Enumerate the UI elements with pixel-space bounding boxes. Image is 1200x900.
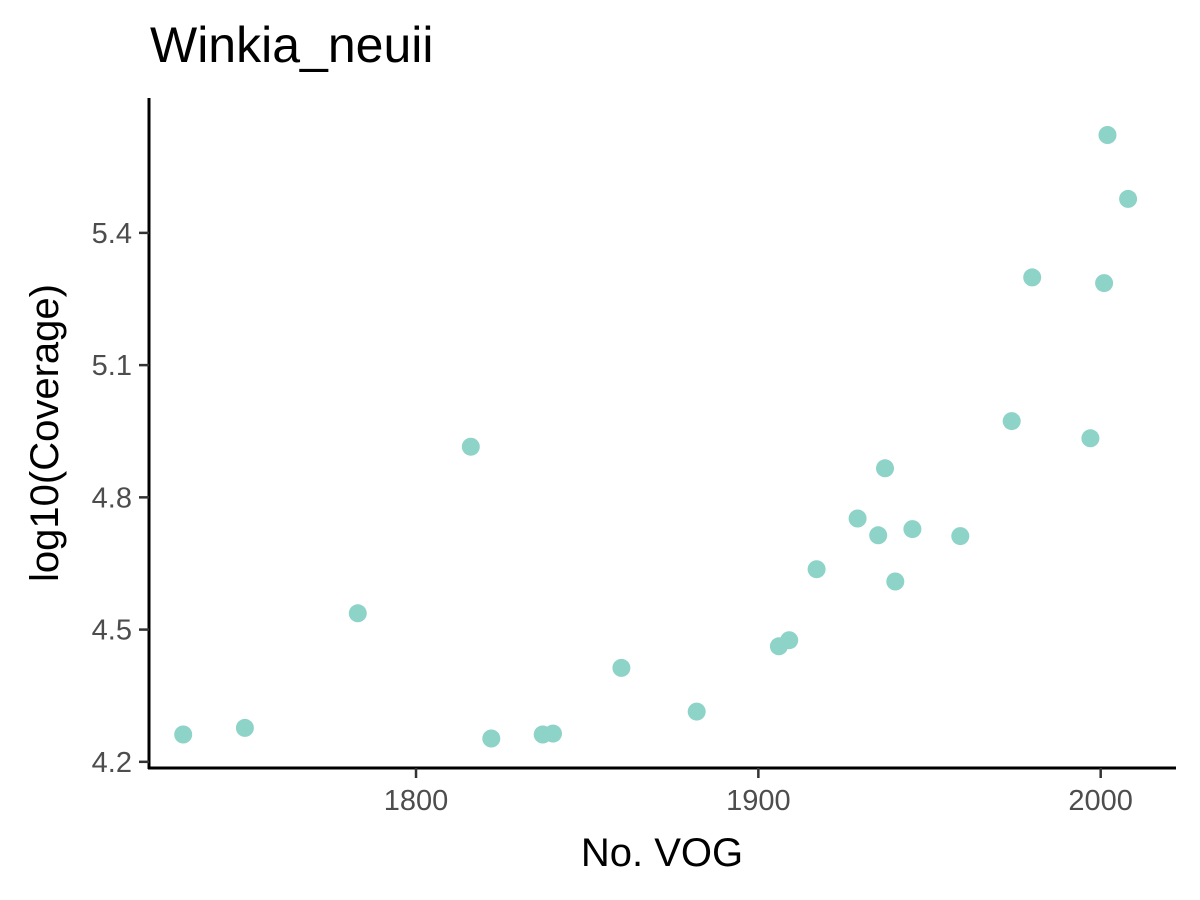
data-point-23 bbox=[1119, 189, 1138, 208]
data-point-18 bbox=[1002, 412, 1021, 431]
y-axis-title: log10(Coverage) bbox=[23, 284, 67, 582]
data-point-0 bbox=[174, 725, 193, 744]
y-tick-label-2: 4.8 bbox=[92, 482, 132, 514]
data-point-12 bbox=[848, 509, 867, 528]
y-tick-label-0: 4.2 bbox=[92, 747, 132, 779]
data-point-19 bbox=[1023, 268, 1042, 287]
data-point-17 bbox=[951, 527, 970, 546]
data-point-13 bbox=[869, 526, 888, 545]
data-point-20 bbox=[1081, 429, 1100, 448]
data-point-6 bbox=[544, 724, 562, 743]
data-point-16 bbox=[903, 520, 922, 539]
data-point-22 bbox=[1098, 126, 1117, 144]
data-point-10 bbox=[780, 631, 799, 650]
data-point-11 bbox=[807, 560, 826, 579]
data-point-21 bbox=[1095, 274, 1114, 293]
chart-title: Winkia_neuii bbox=[150, 17, 433, 73]
y-axis-ticks: 4.2 4.5 4.8 5.1 5.4 bbox=[92, 218, 149, 779]
data-point-1 bbox=[235, 718, 254, 737]
data-point-2 bbox=[348, 604, 367, 623]
data-point-4 bbox=[482, 729, 501, 748]
data-point-7 bbox=[612, 658, 631, 677]
x-axis-ticks: 1800 1900 2000 bbox=[384, 768, 1133, 817]
data-point-15 bbox=[886, 572, 905, 591]
x-tick-label-1: 1900 bbox=[726, 785, 791, 817]
y-tick-label-4: 5.4 bbox=[92, 218, 132, 250]
x-axis-title: No. VOG bbox=[581, 831, 743, 875]
data-point-14 bbox=[876, 459, 894, 478]
y-tick-label-3: 5.1 bbox=[92, 350, 132, 382]
data-point-8 bbox=[687, 702, 706, 721]
x-tick-label-2: 2000 bbox=[1068, 785, 1133, 817]
x-tick-label-0: 1800 bbox=[384, 785, 449, 817]
y-tick-label-1: 4.5 bbox=[92, 615, 132, 647]
data-points bbox=[174, 126, 1138, 748]
data-point-3 bbox=[461, 437, 480, 456]
